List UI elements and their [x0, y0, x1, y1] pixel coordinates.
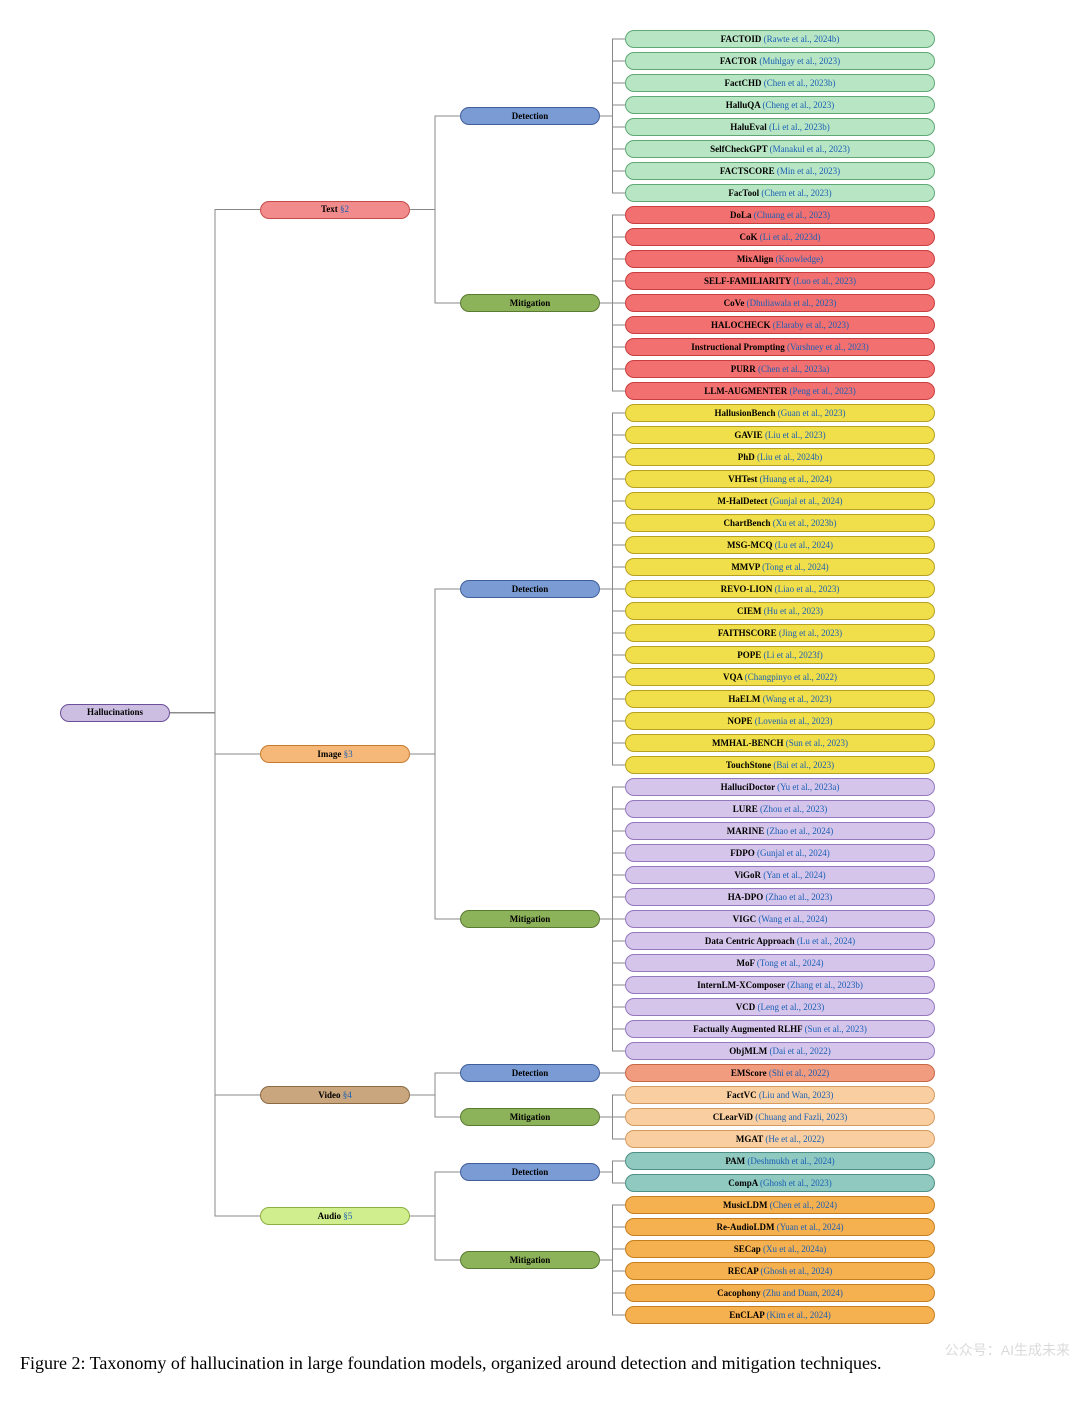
leaf-node: ViGoR (Yan et al., 2024)	[625, 866, 935, 884]
leaf-node: EnCLAP (Kim et al., 2024)	[625, 1306, 935, 1324]
leaf-node: Factually Augmented RLHF (Sun et al., 20…	[625, 1020, 935, 1038]
leaf-node: MSG-MCQ (Lu et al., 2024)	[625, 536, 935, 554]
category-node-image_mit: Mitigation	[460, 910, 600, 928]
leaf-node: ChartBench (Xu et al., 2023b)	[625, 514, 935, 532]
leaf-node: Instructional Prompting (Varshney et al.…	[625, 338, 935, 356]
leaf-node: LLM-AUGMENTER (Peng et al., 2023)	[625, 382, 935, 400]
leaf-node: HA-DPO (Zhao et al., 2023)	[625, 888, 935, 906]
leaf-node: SELF-FAMILIARITY (Luo et al., 2023)	[625, 272, 935, 290]
leaf-node: FacTool (Chern et al., 2023)	[625, 184, 935, 202]
leaf-node: VCD (Leng et al., 2023)	[625, 998, 935, 1016]
leaf-node: GAVIE (Liu et al., 2023)	[625, 426, 935, 444]
leaf-node: MMVP (Tong et al., 2024)	[625, 558, 935, 576]
leaf-node: NOPE (Lovenia et al., 2023)	[625, 712, 935, 730]
leaf-node: TouchStone (Bai et al., 2023)	[625, 756, 935, 774]
leaf-node: FDPO (Gunjal et al., 2024)	[625, 844, 935, 862]
leaf-node: FACTOID (Rawte et al., 2024b)	[625, 30, 935, 48]
leaf-node: M-HalDetect (Gunjal et al., 2024)	[625, 492, 935, 510]
category-node-text_mit: Mitigation	[460, 294, 600, 312]
leaf-node: CoK (Li et al., 2023d)	[625, 228, 935, 246]
modality-node-video: Video §4	[260, 1086, 410, 1104]
leaf-node: EMScore (Shi et al., 2022)	[625, 1064, 935, 1082]
leaf-node: SelfCheckGPT (Manakul et al., 2023)	[625, 140, 935, 158]
leaf-node: FactCHD (Chen et al., 2023b)	[625, 74, 935, 92]
watermark-text: 公众号：AI生成未来	[945, 1340, 1070, 1360]
modality-node-image: Image §3	[260, 745, 410, 763]
category-node-audio_det: Detection	[460, 1163, 600, 1181]
taxonomy-tree: Hallucinations Text §2 Image §3 Video §4 Aud…	[20, 20, 1060, 1330]
leaf-node: MixAlign (Knowledge)	[625, 250, 935, 268]
leaf-node: VIGC (Wang et al., 2024)	[625, 910, 935, 928]
leaf-node: SECap (Xu et al., 2024a)	[625, 1240, 935, 1258]
leaf-node: Re-AudioLDM (Yuan et al., 2024)	[625, 1218, 935, 1236]
leaf-node: PAM (Deshmukh et al., 2024)	[625, 1152, 935, 1170]
leaf-node: LURE (Zhou et al., 2023)	[625, 800, 935, 818]
leaf-node: HalluQA (Cheng et al., 2023)	[625, 96, 935, 114]
leaf-node: ObjMLM (Dai et al., 2022)	[625, 1042, 935, 1060]
leaf-node: REVO-LION (Liao et al., 2023)	[625, 580, 935, 598]
leaf-node: MGAT (He et al., 2022)	[625, 1130, 935, 1148]
leaf-node: MoF (Tong et al., 2024)	[625, 954, 935, 972]
leaf-node: HaluEval (Li et al., 2023b)	[625, 118, 935, 136]
category-node-text_det: Detection	[460, 107, 600, 125]
category-node-audio_mit: Mitigation	[460, 1251, 600, 1269]
leaf-node: HaELM (Wang et al., 2023)	[625, 690, 935, 708]
leaf-node: FactVC (Liu and Wan, 2023)	[625, 1086, 935, 1104]
leaf-node: MMHAL-BENCH (Sun et al., 2023)	[625, 734, 935, 752]
leaf-node: HallusionBench (Guan et al., 2023)	[625, 404, 935, 422]
leaf-node: PURR (Chen et al., 2023a)	[625, 360, 935, 378]
leaf-node: FAITHSCORE (Jing et al., 2023)	[625, 624, 935, 642]
leaf-node: CIEM (Hu et al., 2023)	[625, 602, 935, 620]
leaf-node: MARINE (Zhao et al., 2024)	[625, 822, 935, 840]
category-node-image_det: Detection	[460, 580, 600, 598]
leaf-node: InternLM-XComposer (Zhang et al., 2023b)	[625, 976, 935, 994]
leaf-node: CoVe (Dhuliawala et al., 2023)	[625, 294, 935, 312]
leaf-node: Data Centric Approach (Lu et al., 2024)	[625, 932, 935, 950]
leaf-node: HALOCHECK (Elaraby et al., 2023)	[625, 316, 935, 334]
leaf-node: HalluciDoctor (Yu et al., 2023a)	[625, 778, 935, 796]
leaf-node: MusicLDM (Chen et al., 2024)	[625, 1196, 935, 1214]
category-node-video_det: Detection	[460, 1064, 600, 1082]
leaf-node: CLearViD (Chuang and Fazli, 2023)	[625, 1108, 935, 1126]
leaf-node: POPE (Li et al., 2023f)	[625, 646, 935, 664]
root-node: Hallucinations	[60, 704, 170, 722]
leaf-node: FACTOR (Muhlgay et al., 2023)	[625, 52, 935, 70]
leaf-node: VHTest (Huang et al., 2024)	[625, 470, 935, 488]
category-node-video_mit: Mitigation	[460, 1108, 600, 1126]
leaf-node: FACTSCORE (Min et al., 2023)	[625, 162, 935, 180]
leaf-node: PhD (Liu et al., 2024b)	[625, 448, 935, 466]
leaf-node: VQA (Changpinyo et al., 2022)	[625, 668, 935, 686]
leaf-node: Cacophony (Zhu and Duan, 2024)	[625, 1284, 935, 1302]
modality-node-audio: Audio §5	[260, 1207, 410, 1225]
modality-node-text: Text §2	[260, 201, 410, 219]
leaf-node: CompA (Ghosh et al., 2023)	[625, 1174, 935, 1192]
leaf-node: RECAP (Ghosh et al., 2024)	[625, 1262, 935, 1280]
leaf-node: DoLa (Chuang et al., 2023)	[625, 206, 935, 224]
figure-caption: Figure 2: Taxonomy of hallucination in l…	[20, 1350, 1060, 1377]
